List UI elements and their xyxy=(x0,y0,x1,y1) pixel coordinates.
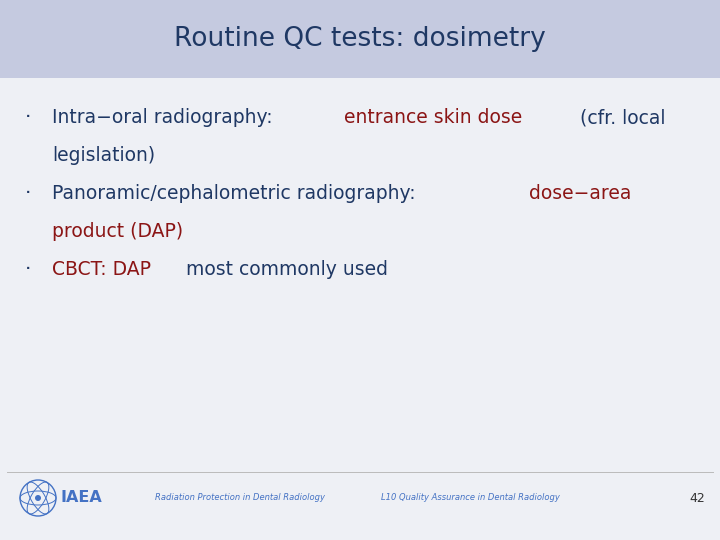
Text: Routine QC tests: dosimetry: Routine QC tests: dosimetry xyxy=(174,26,546,52)
Text: Radiation Protection in Dental Radiology: Radiation Protection in Dental Radiology xyxy=(155,494,325,503)
Text: Panoramic/cephalometric radiography:: Panoramic/cephalometric radiography: xyxy=(52,184,422,203)
Text: legislation): legislation) xyxy=(52,146,155,165)
Text: most commonly used: most commonly used xyxy=(180,260,388,279)
Text: ·: · xyxy=(24,108,31,127)
Text: 42: 42 xyxy=(689,491,705,504)
Text: (cfr. local: (cfr. local xyxy=(575,108,666,127)
Circle shape xyxy=(35,495,41,501)
Text: ·: · xyxy=(24,260,31,279)
Text: L10 Quality Assurance in Dental Radiology: L10 Quality Assurance in Dental Radiolog… xyxy=(381,494,559,503)
Text: dose−area: dose−area xyxy=(529,184,631,203)
Text: product (DAP): product (DAP) xyxy=(52,222,183,241)
Text: ·: · xyxy=(24,184,31,203)
Text: IAEA: IAEA xyxy=(61,490,103,505)
Text: entrance skin dose: entrance skin dose xyxy=(344,108,523,127)
Text: CBCT: DAP: CBCT: DAP xyxy=(52,260,151,279)
Text: Intra−oral radiography:: Intra−oral radiography: xyxy=(52,108,279,127)
Bar xyxy=(0,0,720,78)
